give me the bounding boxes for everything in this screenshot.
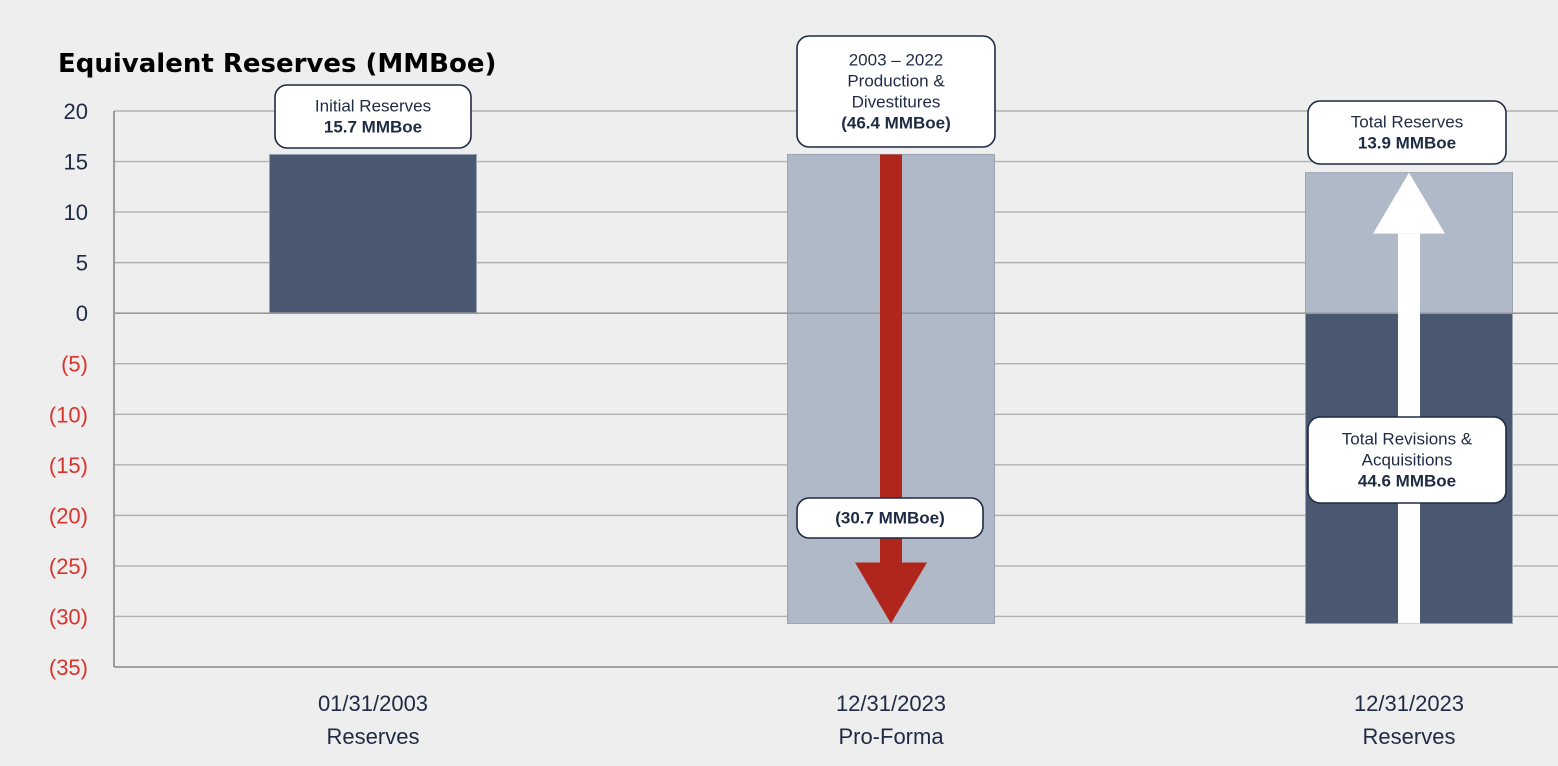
y-tick-label: (15) [49, 453, 88, 478]
x-category-label: Pro-Forma [838, 724, 944, 749]
y-tick-label: 10 [64, 200, 88, 225]
y-tick-label: 20 [64, 99, 88, 124]
arrow-head [1373, 172, 1445, 234]
y-tick-label: (10) [49, 402, 88, 427]
y-tick-label: (35) [49, 655, 88, 680]
callout-box [796, 497, 984, 539]
y-tick-label: (25) [49, 554, 88, 579]
y-tick-label: (30) [49, 604, 88, 629]
x-axis-categories: 01/31/2003 Reserves 12/31/2023 Pro-Forma 12/… [318, 691, 1464, 749]
callout-label: 2003 – 2022 [849, 51, 944, 70]
arrow-head [855, 562, 927, 624]
callout-box [796, 35, 996, 148]
y-tick-label: (20) [49, 503, 88, 528]
callout-box [1307, 100, 1507, 165]
callout-value: (30.7 MMBoe) [835, 509, 945, 528]
callout-label: Total Revisions & [1342, 430, 1473, 449]
x-category-date: 12/31/2023 [1354, 691, 1464, 716]
callout-value: 15.7 MMBoe [324, 118, 422, 137]
x-category-label: Reserves [1363, 724, 1456, 749]
y-tick-label: 5 [76, 251, 88, 276]
production-divestitures-callout: 2003 – 2022 Production & Divestitures (46.4… [796, 35, 996, 148]
pro-forma-callout: (30.7 MMBoe) [796, 497, 984, 539]
callout-label: Production & [847, 72, 945, 91]
callout-value: 13.9 MMBoe [1358, 134, 1456, 153]
decline-arrow [855, 154, 927, 624]
revisions-acquisitions-callout: Total Revisions & Acquisitions 44.6 MMBoe [1307, 416, 1507, 504]
x-category-date: 12/31/2023 [836, 691, 946, 716]
y-axis-ticks: 20 15 10 5 0 (5) (10) (15) (20) (25) (30) (35) [49, 99, 88, 680]
x-category-label: Reserves [327, 724, 420, 749]
chart-title: Equivalent Reserves (MMBoe) [58, 49, 496, 79]
callout-label: Total Reserves [1351, 113, 1463, 132]
callout-label: Acquisitions [1362, 451, 1453, 470]
bars [114, 153, 1558, 625]
initial-reserves-callout: Initial Reserves 15.7 MMBoe [274, 84, 472, 149]
callout-box [1307, 416, 1507, 504]
callout-label: Initial Reserves [315, 97, 431, 116]
bar-segment [269, 153, 477, 314]
callout-label: Divestitures [852, 93, 941, 112]
y-tick-label: 0 [76, 301, 88, 326]
callout-value: 44.6 MMBoe [1358, 472, 1456, 491]
total-reserves-callout: Total Reserves 13.9 MMBoe [1307, 100, 1507, 165]
callout-value: (46.4 MMBoe) [841, 114, 951, 133]
callouts: Initial Reserves 15.7 MMBoe 2003 – 2022 Pro… [274, 35, 1507, 539]
arrows [855, 154, 1445, 624]
callout-box [274, 84, 472, 149]
y-tick-label: 15 [64, 150, 88, 175]
arrow-shaft [880, 154, 902, 563]
x-category-date: 01/31/2003 [318, 691, 428, 716]
y-tick-label: (5) [61, 352, 88, 377]
